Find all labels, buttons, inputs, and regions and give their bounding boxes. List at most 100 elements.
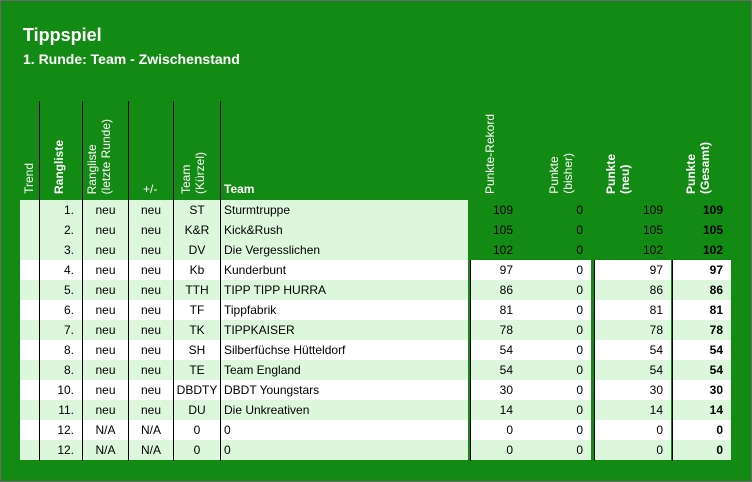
cell-record: 0	[471, 440, 521, 460]
cell-team: DBDT Youngstars	[221, 380, 468, 400]
divider	[672, 260, 673, 461]
cell-record: 81	[471, 300, 521, 320]
cell-code: 0	[174, 440, 220, 460]
cell-code: TE	[174, 360, 220, 380]
cell-delta: neu	[129, 320, 173, 340]
cell-trend	[20, 200, 39, 220]
cell-delta: N/A	[129, 440, 173, 460]
cell-trend	[20, 240, 39, 260]
cell-code: TF	[174, 300, 220, 320]
cell-team: Team England	[221, 360, 468, 380]
cell-new: 0	[595, 440, 671, 460]
cell-prev: neu	[83, 300, 128, 320]
cell-delta: neu	[129, 400, 173, 420]
cell-new: 14	[595, 400, 671, 420]
cell-new: 102	[595, 240, 671, 260]
cell-before: 0	[521, 260, 591, 280]
cell-rank: 4.	[40, 260, 82, 280]
cell-code: ST	[174, 200, 220, 220]
cell-delta: N/A	[129, 420, 173, 440]
divider	[128, 101, 129, 461]
table-row: 6. neu neu TF Tippfabrik 81 0 81 81	[1, 300, 751, 320]
cell-code: K&R	[174, 220, 220, 240]
cell-total: 109	[673, 200, 731, 220]
cell-delta: neu	[129, 340, 173, 360]
cell-new: 78	[595, 320, 671, 340]
cell-total: 0	[673, 440, 731, 460]
table-row: 8. neu neu TE Team England 54 0 54 54	[1, 360, 751, 380]
cell-code: TTH	[174, 280, 220, 300]
cell-before: 0	[521, 440, 591, 460]
cell-team: Die Vergesslichen	[221, 240, 468, 260]
cell-total: 102	[673, 240, 731, 260]
cell-team: Tippfabrik	[221, 300, 468, 320]
cell-delta: neu	[129, 240, 173, 260]
cell-total: 78	[673, 320, 731, 340]
header-rangliste: Rangliste	[52, 139, 66, 194]
cell-rank: 11.	[40, 400, 82, 420]
cell-trend	[20, 320, 39, 340]
cell-code: 0	[174, 420, 220, 440]
cell-rank: 5.	[40, 280, 82, 300]
cell-trend	[20, 340, 39, 360]
cell-team: TIPPKAISER	[221, 320, 468, 340]
cell-new: 54	[595, 360, 671, 380]
cell-prev: neu	[83, 400, 128, 420]
divider	[220, 101, 221, 461]
cell-record: 86	[471, 280, 521, 300]
cell-before: 0	[521, 420, 591, 440]
cell-team: 0	[221, 440, 468, 460]
cell-record: 30	[471, 380, 521, 400]
cell-before: 0	[521, 200, 591, 220]
cell-total: 105	[673, 220, 731, 240]
cell-prev: N/A	[83, 440, 128, 460]
divider	[470, 260, 471, 461]
divider	[82, 101, 83, 461]
cell-delta: neu	[129, 260, 173, 280]
header-punkte-bisher: Punkte (bisher)	[547, 153, 575, 194]
cell-team: Kunderbunt	[221, 260, 468, 280]
cell-rank: 6.	[40, 300, 82, 320]
cell-new: 0	[595, 420, 671, 440]
cell-record: 109	[471, 200, 521, 220]
cell-delta: neu	[129, 280, 173, 300]
table-row: 12. N/A N/A 0 0 0 0 0 0	[1, 420, 751, 440]
cell-record: 105	[471, 220, 521, 240]
cell-prev: neu	[83, 320, 128, 340]
cell-prev: neu	[83, 360, 128, 380]
cell-team: Sturmtruppe	[221, 200, 468, 220]
cell-before: 0	[521, 220, 591, 240]
cell-record: 54	[471, 360, 521, 380]
cell-new: 81	[595, 300, 671, 320]
cell-team: Kick&Rush	[221, 220, 468, 240]
cell-total: 14	[673, 400, 731, 420]
table-row: 8. neu neu SH Silberfüchse Hütteldorf 54 0 54 54	[1, 340, 751, 360]
cell-total: 97	[673, 260, 731, 280]
cell-total: 54	[673, 340, 731, 360]
header-trend: Trend	[22, 163, 36, 194]
cell-new: 105	[595, 220, 671, 240]
cell-before: 0	[521, 320, 591, 340]
cell-code: DBDTY	[174, 380, 220, 400]
cell-rank: 12.	[40, 440, 82, 460]
cell-before: 0	[521, 280, 591, 300]
cell-team: 0	[221, 420, 468, 440]
cell-before: 0	[521, 360, 591, 380]
cell-delta: neu	[129, 300, 173, 320]
cell-rank: 8.	[40, 360, 82, 380]
cell-rank: 3.	[40, 240, 82, 260]
cell-team: Die Unkreativen	[221, 400, 468, 420]
header-punkte-gesamt: Punkte (Gesamt)	[684, 141, 712, 194]
header-team: Team	[224, 182, 255, 196]
cell-trend	[20, 380, 39, 400]
cell-prev: neu	[83, 260, 128, 280]
cell-trend	[20, 260, 39, 280]
cell-code: SH	[174, 340, 220, 360]
header-punkte-neu: Punkte (neu)	[604, 153, 632, 194]
table-row: 11. neu neu DU Die Unkreativen 14 0 14 14	[1, 400, 751, 420]
cell-new: 30	[595, 380, 671, 400]
divider	[39, 101, 40, 461]
cell-rank: 8.	[40, 340, 82, 360]
header-rangliste-letzte: Rangliste (letzte Runde)	[85, 118, 113, 194]
cell-rank: 1.	[40, 200, 82, 220]
